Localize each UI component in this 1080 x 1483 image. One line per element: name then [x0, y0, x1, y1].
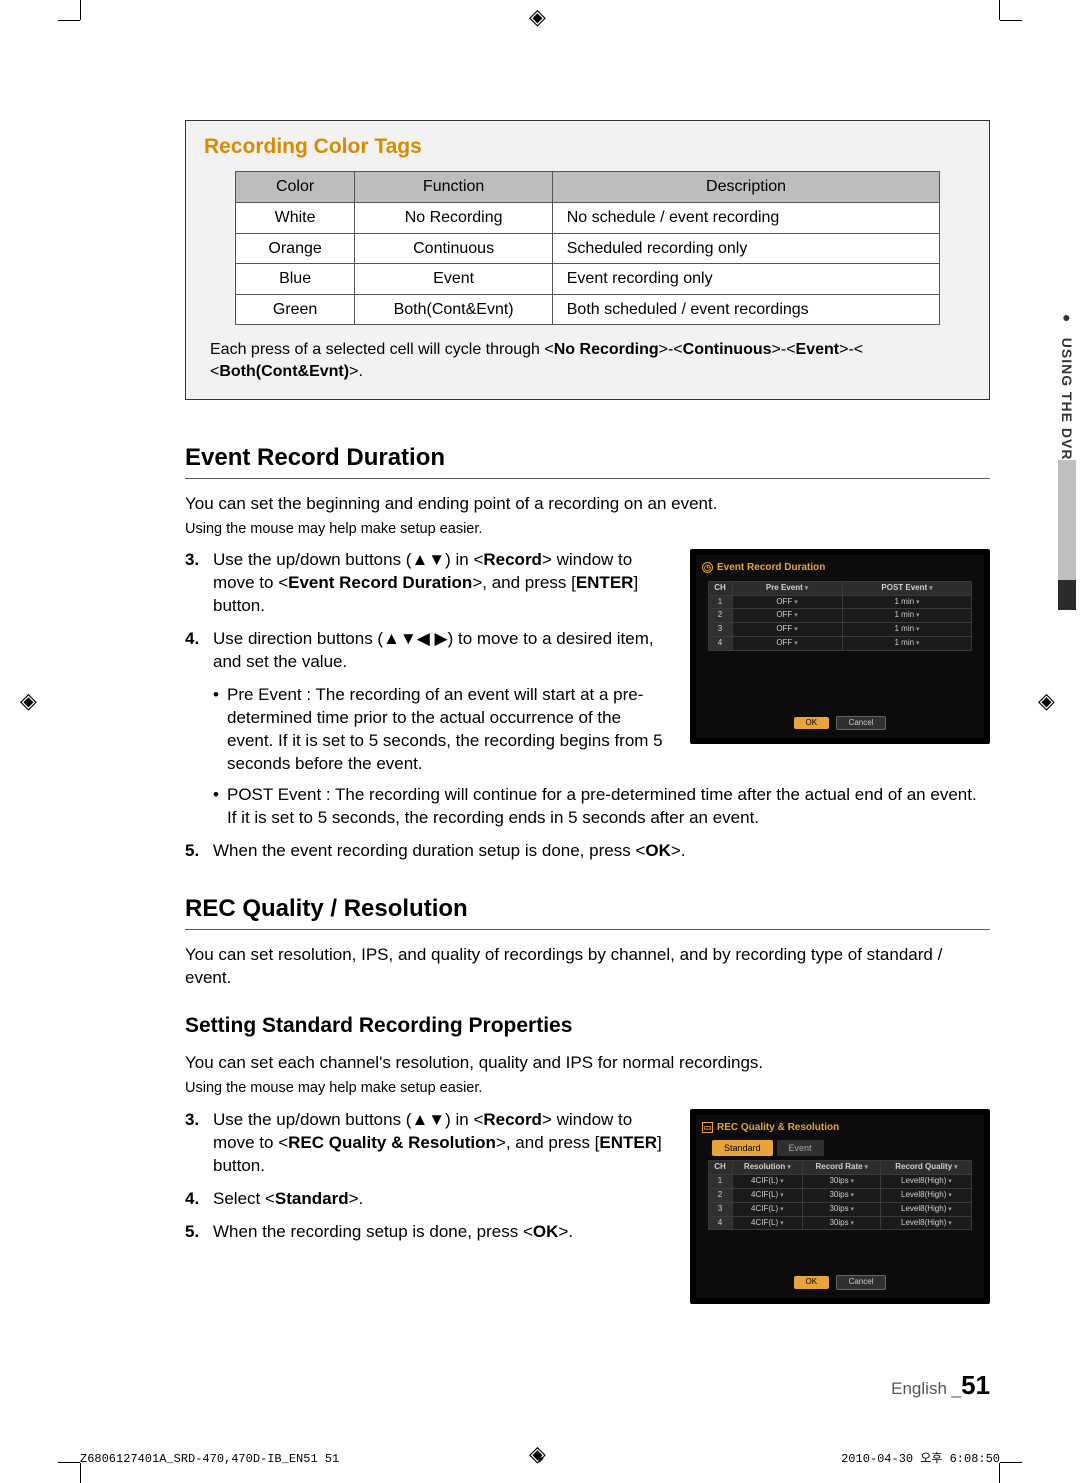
print-file-id: Z6806127401A_SRD-470,470D-IB_EN51 51 [80, 1451, 339, 1467]
steps-list: 3. Use the up/down buttons (▲▼) in <Reco… [185, 1109, 672, 1244]
record-icon: ▭ [702, 1122, 713, 1133]
bullet-list: POST Event : The recording will continue… [185, 784, 990, 830]
cancel-button[interactable]: Cancel [836, 716, 887, 731]
list-item: 4. Use direction buttons (▲▼◀ ▶) to move… [207, 628, 672, 674]
list-item: 5. When the recording setup is done, pre… [207, 1221, 672, 1244]
recording-color-tags-box: Recording Color Tags Color Function Desc… [185, 120, 990, 400]
dvr-screenshot-event-duration: ◷Event Record Duration CH Pre Event POST… [690, 549, 990, 744]
list-item: 3. Use the up/down buttons (▲▼) in <Reco… [207, 549, 672, 618]
list-item: 5. When the event recording duration set… [207, 840, 990, 863]
box-title: Recording Color Tags [204, 133, 971, 161]
intro-text: You can set resolution, IPS, and quality… [185, 944, 990, 990]
color-tags-table: Color Function Description White No Reco… [235, 171, 941, 325]
intro-text: You can set the beginning and ending poi… [185, 493, 990, 516]
dvr-screenshot-rec-quality: ▭REC Quality & Resolution Standard Event… [690, 1109, 990, 1304]
list-item: 4. Select <Standard>. [207, 1188, 672, 1211]
list-item: Pre Event : The recording of an event wi… [213, 684, 672, 776]
cancel-button[interactable]: Cancel [836, 1275, 887, 1290]
steps-list: 3. Use the up/down buttons (▲▼) in <Reco… [185, 549, 672, 674]
side-indicator-dark [1058, 580, 1076, 610]
table-row: White No Recording No schedule / event r… [235, 202, 940, 233]
subsection-heading: Setting Standard Recording Properties [185, 1012, 990, 1040]
section-heading-event-duration: Event Record Duration [185, 442, 990, 479]
ok-button[interactable]: OK [794, 717, 830, 730]
intro-text: You can set each channel's resolution, q… [185, 1052, 990, 1075]
box-note: Each press of a selected cell will cycle… [204, 339, 971, 382]
page-content: ● USING THE DVR Recording Color Tags Col… [185, 120, 990, 1363]
table-row: Blue Event Event recording only [235, 264, 940, 295]
print-metadata: Z6806127401A_SRD-470,470D-IB_EN51 51 ◈ 2… [80, 1451, 1000, 1467]
ok-button[interactable]: OK [794, 1276, 830, 1289]
side-tab: ● USING THE DVR [1057, 310, 1076, 460]
print-timestamp: 2010-04-30 오후 6:08:50 [841, 1451, 1000, 1467]
tab-event[interactable]: Event [777, 1140, 824, 1156]
hint-text: Using the mouse may help make setup easi… [185, 520, 990, 540]
bullet-list: Pre Event : The recording of an event wi… [185, 684, 672, 776]
page-footer: English _51 [891, 1368, 990, 1403]
th-function: Function [355, 172, 552, 203]
th-description: Description [552, 172, 940, 203]
table-row: Green Both(Cont&Evnt) Both scheduled / e… [235, 294, 940, 325]
table-row: Orange Continuous Scheduled recording on… [235, 233, 940, 264]
tab-standard[interactable]: Standard [712, 1140, 773, 1156]
hint-text: Using the mouse may help make setup easi… [185, 1079, 990, 1099]
side-indicator-grey [1058, 460, 1076, 580]
list-item: POST Event : The recording will continue… [213, 784, 990, 830]
section-heading-rec-quality: REC Quality / Resolution [185, 893, 990, 930]
clock-icon: ◷ [702, 562, 713, 573]
th-color: Color [235, 172, 355, 203]
list-item: 3. Use the up/down buttons (▲▼) in <Reco… [207, 1109, 672, 1178]
